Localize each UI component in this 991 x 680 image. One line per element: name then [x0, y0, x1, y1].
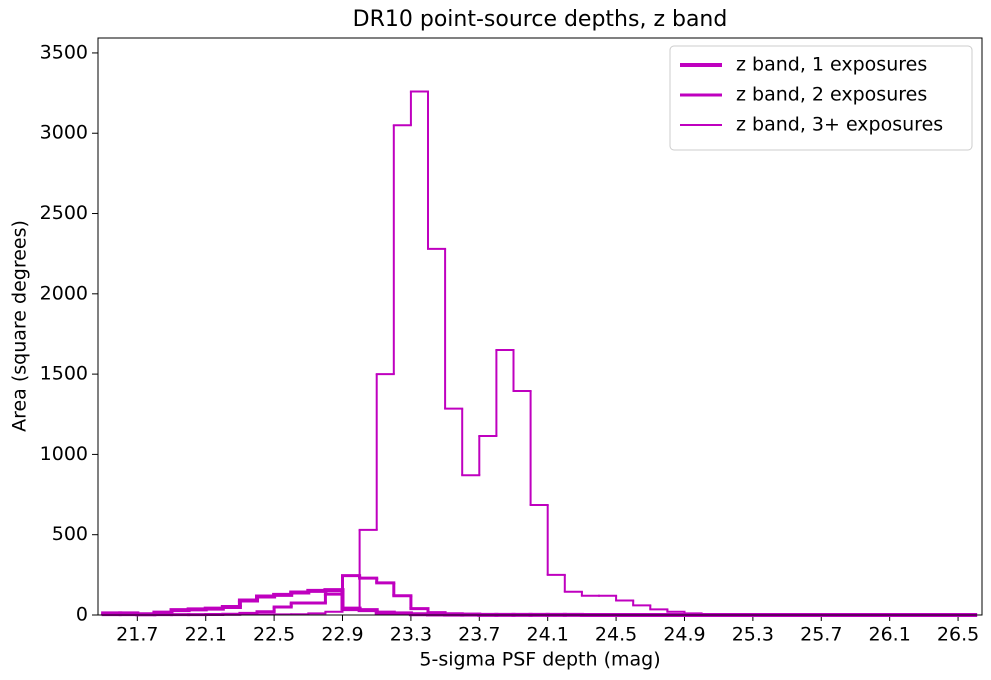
y-tick-label: 2500: [40, 202, 88, 224]
x-tick-label: 23.7: [458, 624, 500, 646]
y-tick-label: 2000: [40, 282, 88, 304]
x-tick-label: 22.5: [253, 624, 295, 646]
histogram-series: [101, 574, 977, 617]
x-tick-label: 25.7: [800, 624, 842, 646]
x-tick-label: 21.7: [116, 624, 158, 646]
y-tick-label: 0: [76, 604, 88, 626]
histogram-series: [101, 588, 978, 617]
x-tick-label: 24.5: [595, 624, 637, 646]
y-tick-label: 1500: [40, 363, 88, 385]
legend-label: z band, 3+ exposures: [736, 114, 943, 136]
y-tick-label: 1000: [40, 443, 88, 465]
x-tick-label: 26.5: [937, 624, 979, 646]
chart-title: DR10 point-source depths, z band: [353, 7, 728, 32]
histogram-series: [102, 90, 977, 616]
x-tick-label: 26.1: [869, 624, 911, 646]
x-tick-label: 22.9: [321, 624, 363, 646]
x-tick-label: 24.1: [527, 624, 569, 646]
y-tick-label: 500: [52, 523, 88, 545]
y-tick-label: 3500: [40, 41, 88, 63]
x-tick-label: 25.3: [732, 624, 774, 646]
y-tick-label: 3000: [40, 122, 88, 144]
x-tick-label: 22.1: [185, 624, 227, 646]
x-tick-label: 23.3: [390, 624, 432, 646]
legend-box: [669, 45, 973, 151]
legend-label: z band, 1 exposures: [736, 54, 927, 76]
legend-label: z band, 2 exposures: [736, 84, 927, 106]
x-axis-label: 5-sigma PSF depth (mag): [419, 649, 660, 671]
y-axis-label: Area (square degrees): [9, 220, 31, 432]
x-tick-label: 24.9: [663, 624, 705, 646]
plot-frame: [97, 37, 983, 616]
